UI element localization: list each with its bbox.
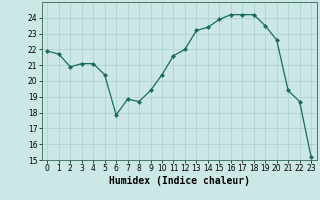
X-axis label: Humidex (Indice chaleur): Humidex (Indice chaleur) (109, 176, 250, 186)
